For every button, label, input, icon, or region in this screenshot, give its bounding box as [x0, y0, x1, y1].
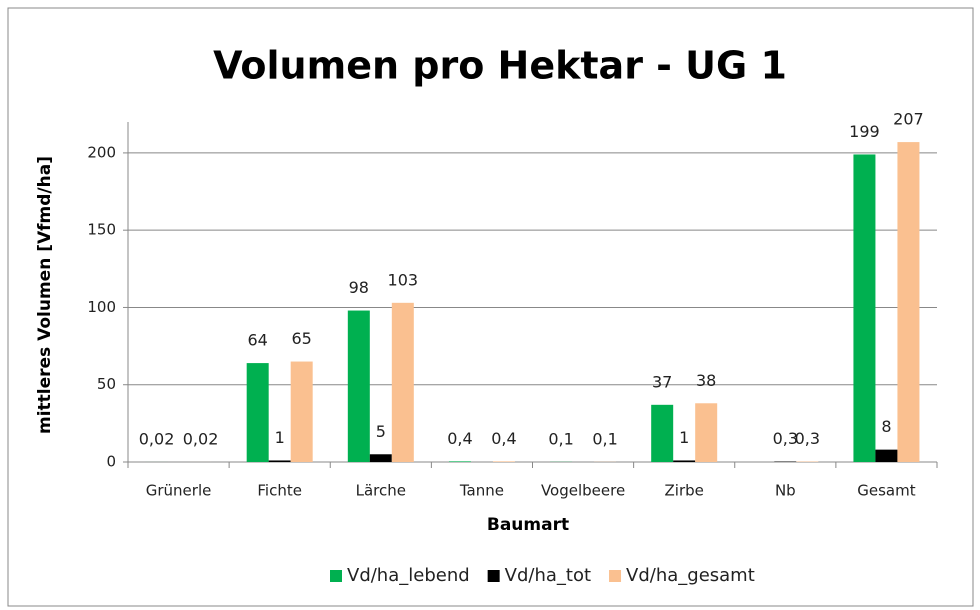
- y-tick-label: 150: [87, 221, 116, 239]
- data-label: 0,4: [447, 429, 472, 448]
- legend-label: Vd/ha_lebend: [347, 565, 470, 586]
- bar: [246, 363, 269, 462]
- data-label: 65: [292, 329, 312, 348]
- data-label: 98: [349, 278, 369, 297]
- data-label: 5: [376, 422, 386, 441]
- bar: [673, 460, 696, 462]
- bar: [268, 460, 291, 462]
- data-label: 0,1: [592, 429, 617, 448]
- y-tick-label: 200: [87, 143, 116, 161]
- bar: [695, 403, 718, 462]
- legend-swatch: [487, 570, 500, 582]
- data-label: 0,3: [773, 429, 798, 448]
- bar: [492, 461, 515, 462]
- data-label: 64: [248, 331, 268, 350]
- y-tick-label: 0: [106, 453, 116, 471]
- y-tick-label: 50: [97, 375, 116, 393]
- data-label: 37: [652, 372, 672, 391]
- data-label: 0,3: [795, 429, 820, 448]
- x-tick-label: Gesamt: [857, 482, 915, 500]
- data-label: 1: [679, 428, 689, 447]
- x-tick-label: Lärche: [356, 482, 406, 500]
- data-label: 8: [881, 417, 891, 436]
- x-tick-label: Tanne: [459, 482, 504, 500]
- data-label: 103: [388, 270, 419, 289]
- data-label: 0,02: [183, 429, 219, 448]
- x-axis-label: Baumart: [487, 515, 569, 535]
- bar: [347, 310, 370, 462]
- data-label: 1: [275, 428, 285, 447]
- bar: [369, 454, 392, 462]
- x-tick-label: Grünerle: [146, 482, 212, 500]
- bar: [448, 461, 471, 462]
- x-tick-label: Fichte: [257, 482, 302, 500]
- x-tick-label: Nb: [775, 482, 796, 500]
- bar: [290, 361, 313, 462]
- y-axis-label: mittleres Volumen [Vfmd/ha]: [35, 156, 55, 434]
- y-tick-label: 100: [87, 298, 116, 316]
- data-label: 199: [849, 122, 880, 141]
- bar: [897, 142, 920, 462]
- data-label: 0,02: [139, 429, 175, 448]
- data-label: 38: [696, 371, 716, 390]
- data-label: 0,1: [548, 429, 573, 448]
- data-label: 207: [893, 110, 924, 129]
- x-tick-label: Vogelbeere: [541, 482, 625, 500]
- legend-swatch: [609, 570, 622, 582]
- bar: [391, 302, 414, 462]
- bar: [651, 404, 674, 462]
- bar: [853, 154, 876, 463]
- legend-swatch: [330, 570, 342, 582]
- data-label: 0,4: [491, 429, 516, 448]
- legend-label: Vd/ha_gesamt: [626, 565, 755, 586]
- chart-title: Volumen pro Hektar - UG 1: [213, 44, 787, 88]
- legend-label: Vd/ha_tot: [505, 565, 591, 586]
- bar: [875, 449, 898, 462]
- x-tick-label: Zirbe: [665, 482, 704, 500]
